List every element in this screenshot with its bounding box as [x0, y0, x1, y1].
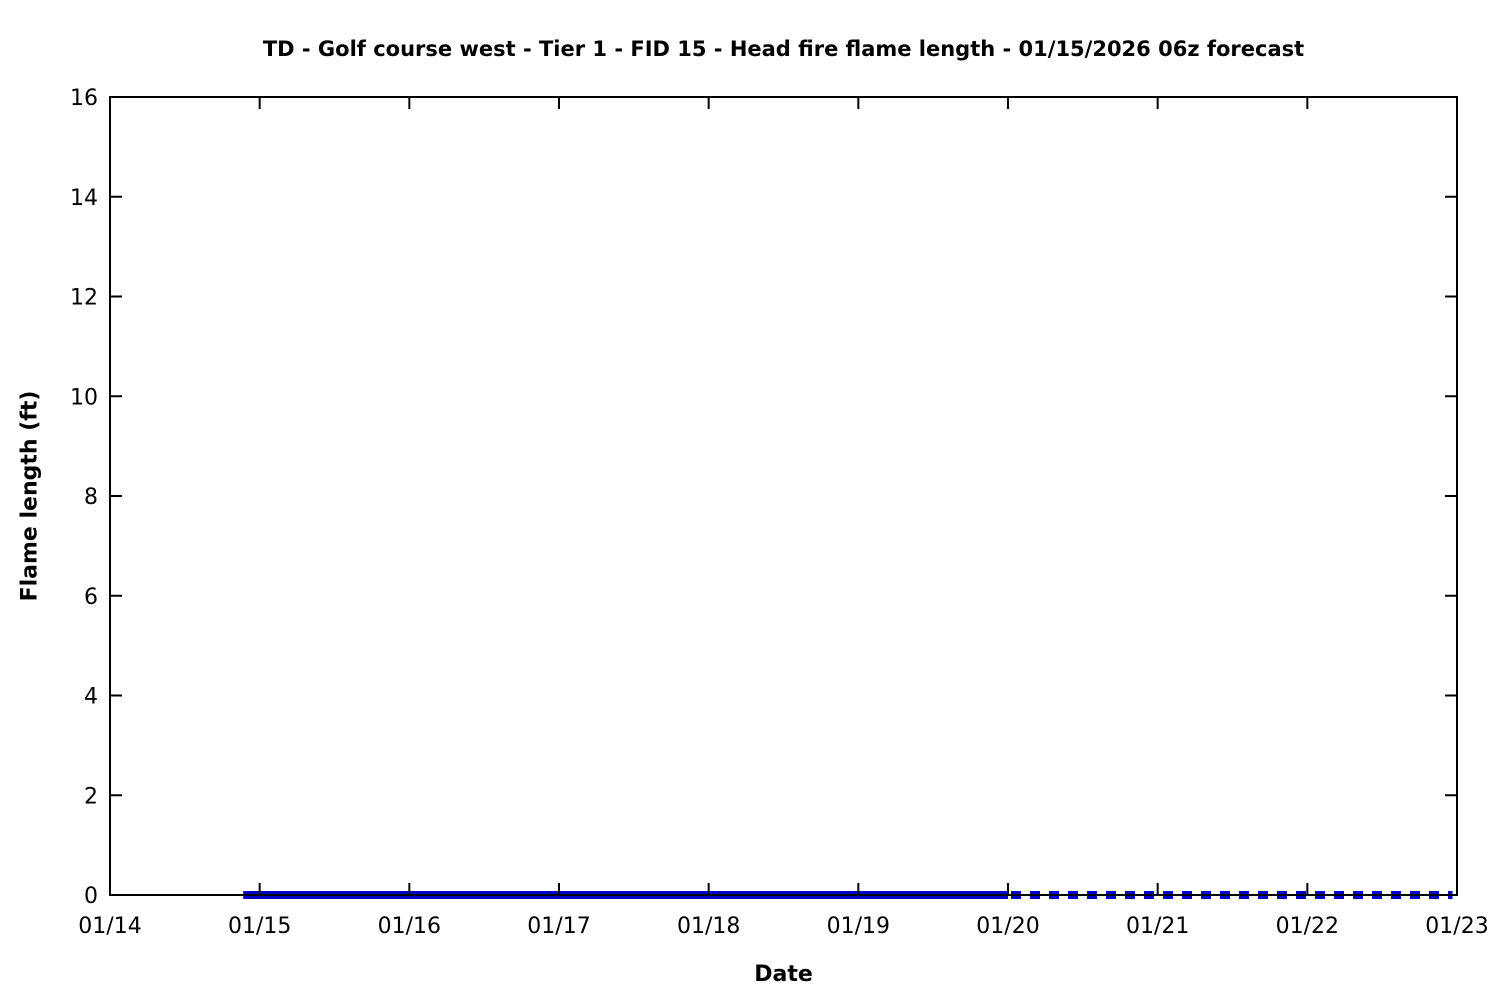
y-tick-label: 4 — [84, 685, 98, 710]
y-tick-label: 6 — [84, 585, 98, 610]
x-tick-label: 01/22 — [1276, 914, 1339, 939]
y-tick-label: 14 — [70, 186, 98, 211]
chart-title: TD - Golf course west - Tier 1 - FID 15 … — [262, 37, 1305, 61]
x-tick-label: 01/16 — [378, 914, 441, 939]
plot-border — [109, 96, 1458, 896]
y-tick-label: 10 — [70, 385, 98, 410]
x-tick-label: 01/19 — [827, 914, 890, 939]
y-tick-label: 8 — [84, 485, 98, 510]
x-tick-label: 01/23 — [1425, 914, 1488, 939]
x-tick-label: 01/17 — [527, 914, 590, 939]
y-tick-label: 2 — [84, 784, 98, 809]
x-axis-title: Date — [754, 962, 813, 987]
x-tick-label: 01/18 — [677, 914, 740, 939]
x-tick-label: 01/20 — [976, 914, 1039, 939]
x-tick-label: 01/14 — [78, 914, 141, 939]
y-tick-label: 12 — [70, 286, 98, 311]
x-tick-label: 01/15 — [228, 914, 291, 939]
x-tick-label: 01/21 — [1126, 914, 1189, 939]
y-tick-label: 16 — [70, 86, 98, 111]
y-tick-label: 0 — [84, 884, 98, 909]
